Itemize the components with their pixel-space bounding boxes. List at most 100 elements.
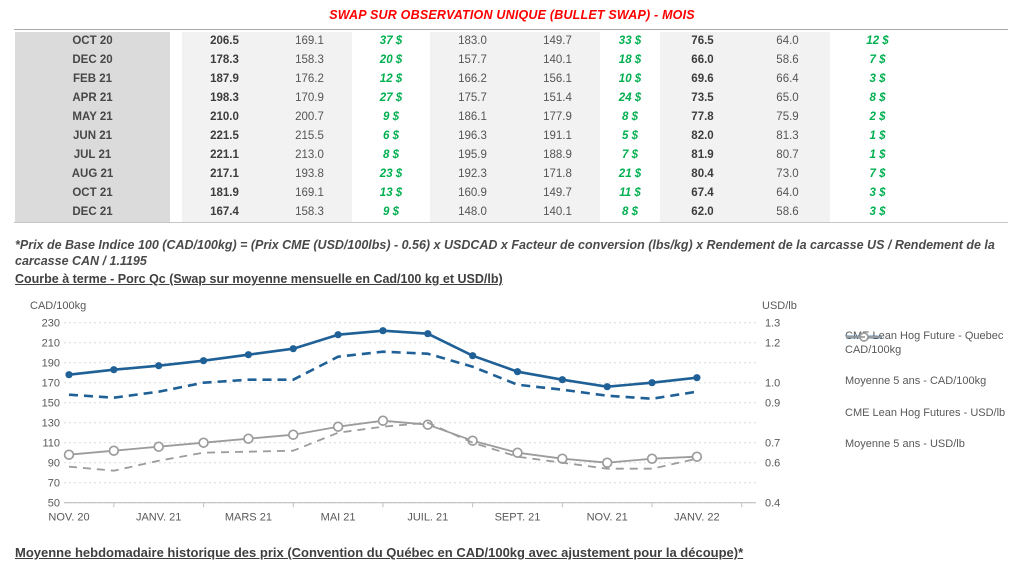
diff-cell: 7 $	[600, 146, 660, 165]
diff-cell: 33 $	[600, 32, 660, 51]
diff-cell: 20 $	[352, 51, 430, 70]
diff-cell: 23 $	[352, 165, 430, 184]
dashed-line-swatch-icon	[846, 336, 882, 338]
value-cell: 210.0	[182, 108, 267, 127]
value-cell: 175.7	[430, 89, 515, 108]
value-cell: 170.9	[267, 89, 352, 108]
value-cell: 166.2	[430, 70, 515, 89]
value-cell	[170, 70, 182, 89]
value-cell: 186.1	[430, 108, 515, 127]
value-cell: 140.1	[515, 51, 600, 70]
value-cell: 73.0	[745, 165, 830, 184]
value-cell: 149.7	[515, 184, 600, 203]
value-cell: 66.4	[745, 70, 830, 89]
month-cell: JUN 21	[15, 127, 170, 146]
value-cell: 64.0	[745, 184, 830, 203]
svg-text:NOV. 20: NOV. 20	[48, 512, 89, 524]
table-row: MAY 21 210.0 200.7 9 $186.1 177.9 8 $77.8 75.9…	[15, 108, 925, 127]
svg-text:0.9: 0.9	[765, 398, 780, 410]
table-row: JUN 21 221.5 215.5 6 $196.3 191.1 5 $82.0 81.3…	[15, 127, 925, 146]
diff-cell: 27 $	[352, 89, 430, 108]
value-cell	[170, 89, 182, 108]
value-cell: 62.0	[660, 203, 745, 222]
svg-text:190: 190	[42, 358, 60, 370]
diff-cell: 3 $	[830, 203, 925, 222]
value-cell	[170, 165, 182, 184]
value-cell: 183.0	[430, 32, 515, 51]
svg-text:JANV. 21: JANV. 21	[136, 512, 181, 524]
svg-text:MAI 21: MAI 21	[321, 512, 356, 524]
month-cell: FEB 21	[15, 70, 170, 89]
month-cell: OCT 20	[15, 32, 170, 51]
value-cell	[170, 51, 182, 70]
value-cell	[170, 32, 182, 51]
value-cell	[170, 127, 182, 146]
diff-cell: 8 $	[600, 203, 660, 222]
diff-cell: 5 $	[600, 127, 660, 146]
value-cell: 217.1	[182, 165, 267, 184]
svg-text:MARS 21: MARS 21	[225, 512, 272, 524]
table-row: DEC 20 178.3 158.3 20 $157.7 140.1 18 $66.0 58…	[15, 51, 925, 70]
svg-text:0.4: 0.4	[765, 498, 780, 510]
price-base-footnote: *Prix de Base Indice 100 (CAD/100kg) = (…	[15, 238, 995, 268]
value-cell: 200.7	[267, 108, 352, 127]
value-cell: 158.3	[267, 203, 352, 222]
svg-text:130: 130	[42, 418, 60, 430]
diff-cell: 3 $	[830, 184, 925, 203]
diff-cell: 6 $	[352, 127, 430, 146]
svg-text:70: 70	[48, 478, 60, 490]
table-row: JUL 21 221.1 213.0 8 $195.9 188.9 7 $81.9 80.7…	[15, 146, 925, 165]
month-cell: OCT 21	[15, 184, 170, 203]
svg-text:1.0: 1.0	[765, 378, 780, 390]
value-cell: 76.5	[660, 32, 745, 51]
value-cell: 160.9	[430, 184, 515, 203]
table-row: APR 21 198.3 170.9 27 $175.7 151.4 24 $73.5 65…	[15, 89, 925, 108]
value-cell: 151.4	[515, 89, 600, 108]
value-cell: 149.7	[515, 32, 600, 51]
svg-text:150: 150	[42, 398, 60, 410]
value-cell: 178.3	[182, 51, 267, 70]
value-cell: 191.1	[515, 127, 600, 146]
bottom-heading: Moyenne hebdomadaire historique des prix…	[15, 545, 744, 560]
value-cell: 140.1	[515, 203, 600, 222]
value-cell: 80.7	[745, 146, 830, 165]
right-axis-title: USD/lb	[762, 300, 797, 312]
table-row: FEB 21 187.9 176.2 12 $166.2 156.1 10 $69.6 66…	[15, 70, 925, 89]
diff-cell: 12 $	[352, 70, 430, 89]
svg-text:90: 90	[48, 458, 60, 470]
diff-cell: 13 $	[352, 184, 430, 203]
value-cell: 181.9	[182, 184, 267, 203]
diff-cell: 8 $	[600, 108, 660, 127]
table-row: OCT 21 181.9 169.1 13 $160.9 149.7 11 $67.4 64…	[15, 184, 925, 203]
value-cell	[170, 108, 182, 127]
value-cell	[170, 203, 182, 222]
value-cell: 69.6	[660, 70, 745, 89]
value-cell: 156.1	[515, 70, 600, 89]
diff-cell: 21 $	[600, 165, 660, 184]
left-axis-title: CAD/100kg	[30, 300, 87, 312]
value-cell: 213.0	[267, 146, 352, 165]
svg-text:1.3: 1.3	[765, 318, 780, 330]
diff-cell: 7 $	[830, 51, 925, 70]
month-cell: MAY 21	[15, 108, 170, 127]
legend-label: CME Lean Hog Futures - USD/lb	[845, 406, 1006, 419]
svg-text:230: 230	[42, 318, 60, 330]
value-cell: 187.9	[182, 70, 267, 89]
value-cell: 66.0	[660, 51, 745, 70]
diff-cell: 18 $	[600, 51, 660, 70]
diff-cell: 9 $	[352, 203, 430, 222]
svg-text:SEPT. 21: SEPT. 21	[495, 512, 541, 524]
value-cell: 82.0	[660, 127, 745, 146]
value-cell: 75.9	[745, 108, 830, 127]
value-cell: 158.3	[267, 51, 352, 70]
svg-text:110: 110	[42, 438, 60, 450]
diff-cell: 12 $	[830, 32, 925, 51]
value-cell: 177.9	[515, 108, 600, 127]
diff-cell: 3 $	[830, 70, 925, 89]
diff-cell: 8 $	[830, 89, 925, 108]
table-row: AUG 21 217.1 193.8 23 $192.3 171.8 21 $80.4 73…	[15, 165, 925, 184]
diff-cell: 37 $	[352, 32, 430, 51]
diff-cell: 7 $	[830, 165, 925, 184]
value-cell: 198.3	[182, 89, 267, 108]
table-row: OCT 20 206.5 169.1 37 $183.0 149.7 33 $76.5 64…	[15, 32, 925, 51]
